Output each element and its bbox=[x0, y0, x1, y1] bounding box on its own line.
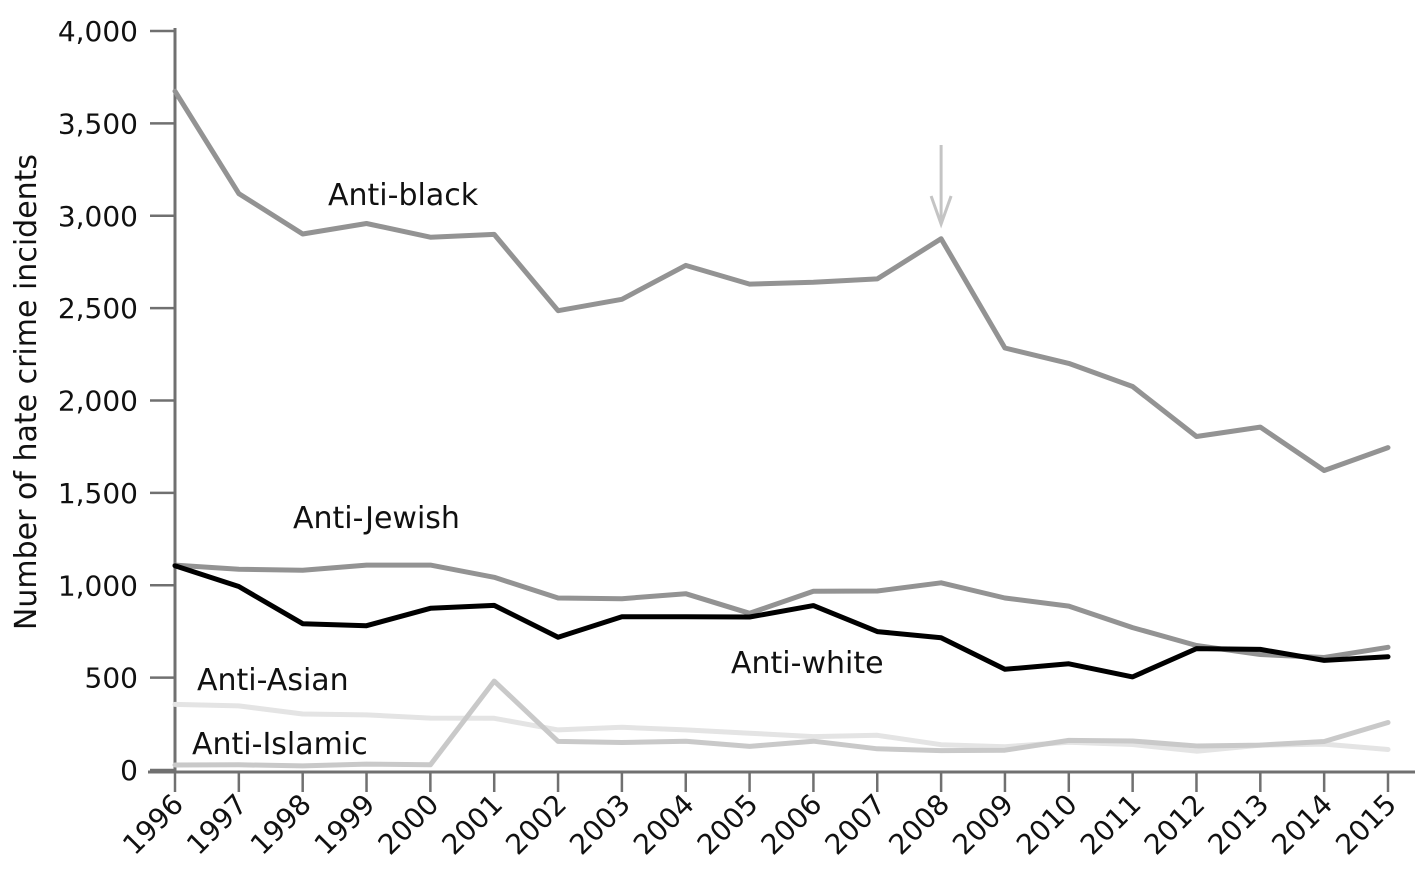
y-tick-label: 1,000 bbox=[58, 569, 138, 602]
x-tick-label: 2012 bbox=[1138, 788, 1212, 862]
x-tick-label: 1999 bbox=[308, 788, 382, 862]
x-tick-label: 1996 bbox=[116, 788, 190, 862]
x-tick-label: 2002 bbox=[499, 788, 573, 862]
x-tick-label: 2010 bbox=[1010, 788, 1084, 862]
y-tick-label: 4,000 bbox=[58, 15, 138, 48]
x-tick-label: 2006 bbox=[755, 788, 829, 862]
series-label-anti-black: Anti-black bbox=[328, 178, 479, 213]
x-tick-label: 2004 bbox=[627, 788, 701, 862]
y-tick-label: 3,500 bbox=[58, 107, 138, 140]
x-tick-label: 2015 bbox=[1329, 788, 1403, 862]
y-tick-label: 0 bbox=[120, 754, 138, 787]
series-label-anti-asian: Anti-Asian bbox=[197, 663, 349, 698]
x-tick-label: 1997 bbox=[180, 788, 254, 862]
x-ticks: 1996199719981999200020012002200320042005… bbox=[116, 772, 1403, 861]
x-tick-label: 2008 bbox=[882, 788, 956, 862]
x-tick-label: 2003 bbox=[563, 788, 637, 862]
series-label-anti-jewish: Anti-Jewish bbox=[293, 501, 460, 536]
x-tick-label: 2001 bbox=[435, 788, 509, 862]
x-tick-label: 2014 bbox=[1265, 788, 1339, 862]
x-tick-label: 2013 bbox=[1202, 788, 1276, 862]
x-tick-label: 2000 bbox=[372, 788, 446, 862]
y-tick-label: 1,500 bbox=[58, 477, 138, 510]
annotation-arrow bbox=[929, 145, 953, 229]
series-line-anti-white bbox=[172, 563, 1391, 680]
y-axis-title: Number of hate crime incidents bbox=[9, 154, 44, 630]
series-line-anti-islamic bbox=[172, 678, 1391, 769]
x-tick-label: 2009 bbox=[946, 788, 1020, 862]
series-label-anti-white: Anti-white bbox=[731, 646, 884, 681]
arrow-head bbox=[929, 195, 953, 229]
x-tick-label: 2011 bbox=[1074, 788, 1148, 862]
y-tick-label: 2,000 bbox=[58, 385, 138, 418]
x-tick-label: 1998 bbox=[244, 788, 318, 862]
y-tick-label: 500 bbox=[85, 662, 138, 695]
series-line-anti-black bbox=[172, 88, 1391, 473]
series-label-anti-islamic: Anti-Islamic bbox=[192, 727, 368, 762]
x-tick-label: 2007 bbox=[818, 788, 892, 862]
y-ticks: 0 500 1,000 1,500 2,000 2,500 3,000 3,500 4,000 bbox=[58, 15, 175, 787]
x-tick-label: 2005 bbox=[691, 788, 765, 862]
series-lines bbox=[172, 88, 1391, 769]
series-labels: Anti-black Anti-Jewish Anti-white Anti-Asia… bbox=[192, 178, 884, 762]
y-tick-label: 3,000 bbox=[58, 200, 138, 233]
series-line-anti-jewish bbox=[172, 562, 1391, 660]
series-line-anti-asian bbox=[172, 701, 1391, 754]
y-tick-label: 2,500 bbox=[58, 292, 138, 325]
